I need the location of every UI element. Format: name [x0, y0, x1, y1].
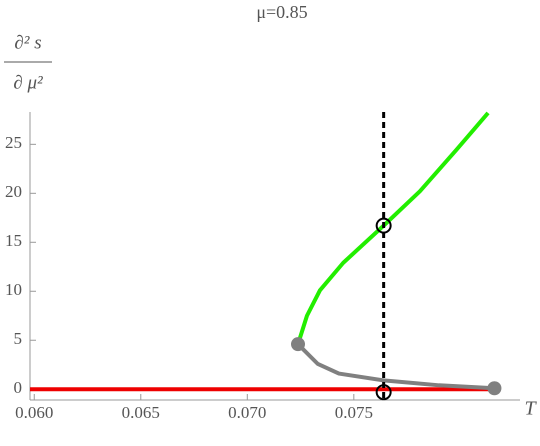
open-point [375, 217, 392, 234]
y-tick-label: 5 [14, 329, 23, 348]
y-label-numerator: ∂² s [14, 32, 41, 53]
filled-point [291, 337, 306, 352]
line [296, 111, 490, 345]
y-tick-label: 20 [5, 182, 22, 201]
x-tick-label: 0.065 [122, 403, 160, 422]
y-tick-label: 0 [14, 378, 23, 397]
x-tick-label: 0.060 [15, 403, 53, 422]
filled-point [487, 381, 502, 396]
x-label: T [524, 398, 537, 420]
x-tick-label: 0.070 [228, 403, 266, 422]
x-tick-label: 0.075 [335, 403, 373, 422]
y-tick-label: 25 [5, 133, 22, 152]
open-point [375, 384, 392, 401]
y-tick-label: 15 [5, 231, 22, 250]
y-tick-label: 10 [5, 280, 22, 299]
chart-title: μ=0.85 [256, 2, 307, 22]
y-label-denominator: ∂ μ² [13, 72, 43, 93]
line [296, 342, 495, 391]
